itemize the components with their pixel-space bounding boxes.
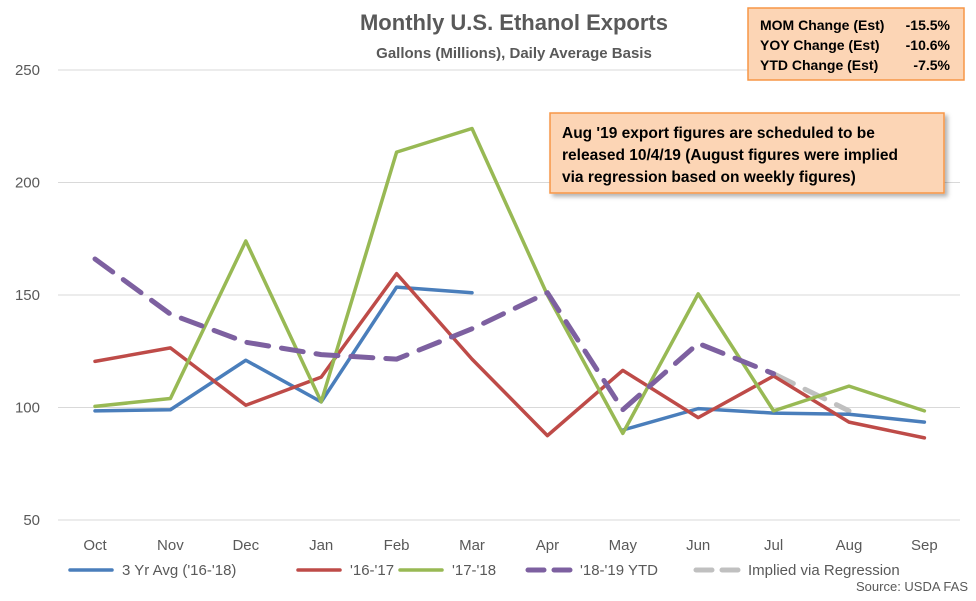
series-4 — [771, 371, 852, 414]
series-3 — [92, 256, 777, 413]
x-tick-label: Jan — [309, 537, 333, 554]
legend-label: '16-'17 — [350, 562, 394, 579]
legend-label: Implied via Regression — [748, 562, 900, 579]
series-2 — [93, 126, 927, 436]
annotation-line: via regression based on weekly figures) — [562, 169, 856, 186]
x-tick-label: Nov — [157, 537, 184, 554]
stat-value: -10.6% — [906, 37, 951, 53]
stat-label: YTD Change (Est) — [760, 57, 878, 73]
series-lines — [92, 126, 927, 440]
x-tick-label: Feb — [384, 537, 410, 554]
legend-label: 3 Yr Avg ('16-'18) — [122, 562, 236, 579]
stat-value: -7.5% — [913, 57, 950, 73]
x-tick-label: May — [609, 537, 638, 554]
source-note: Source: USDA FAS — [856, 579, 968, 594]
annotation-bg — [549, 112, 945, 194]
y-tick-label: 150 — [15, 287, 40, 304]
y-tick-label: 250 — [15, 62, 40, 79]
x-tick-label: Sep — [911, 537, 938, 554]
chart-title: Monthly U.S. Ethanol Exports — [360, 10, 668, 35]
series-line — [93, 271, 927, 440]
series-line — [92, 256, 777, 413]
stat-value: -15.5% — [906, 17, 951, 33]
series-0 — [93, 285, 927, 432]
annotation-line: released 10/4/19 (August figures were im… — [562, 147, 898, 164]
y-axis-ticks: 50 100 150 200 250 — [15, 62, 40, 529]
legend-label: '17-'18 — [452, 562, 496, 579]
y-tick-label: 100 — [15, 400, 40, 417]
stat-label: YOY Change (Est) — [760, 37, 880, 53]
y-tick-label: 200 — [15, 175, 40, 192]
x-tick-label: Aug — [836, 537, 863, 554]
x-axis-ticks: Oct Nov Dec Jan Feb Mar Apr May Jun Jul Aug Sep — [83, 537, 937, 554]
x-tick-label: Mar — [459, 537, 485, 554]
x-tick-label: Oct — [83, 537, 107, 554]
legend: 3 Yr Avg ('16-'18) '16-'17 '17-'18 '18-'19 … — [68, 562, 900, 579]
legend-label: '18-'19 YTD — [580, 562, 658, 579]
series-line — [93, 126, 927, 436]
x-tick-label: Jul — [764, 537, 783, 554]
chart-subtitle: Gallons (Millions), Daily Average Basis — [376, 45, 652, 62]
y-tick-label: 50 — [23, 512, 40, 529]
stat-label: MOM Change (Est) — [760, 17, 884, 33]
annotation-line: Aug '19 export figures are scheduled to … — [562, 125, 875, 142]
stats-box-bg — [747, 7, 965, 81]
annotation-box: Aug '19 export figures are scheduled to … — [549, 112, 945, 194]
stats-box: MOM Change (Est) -15.5% YOY Change (Est) -1… — [747, 7, 965, 81]
x-tick-label: Dec — [232, 537, 259, 554]
series-line — [771, 371, 852, 414]
x-tick-label: Apr — [536, 537, 559, 554]
x-tick-label: Jun — [686, 537, 710, 554]
